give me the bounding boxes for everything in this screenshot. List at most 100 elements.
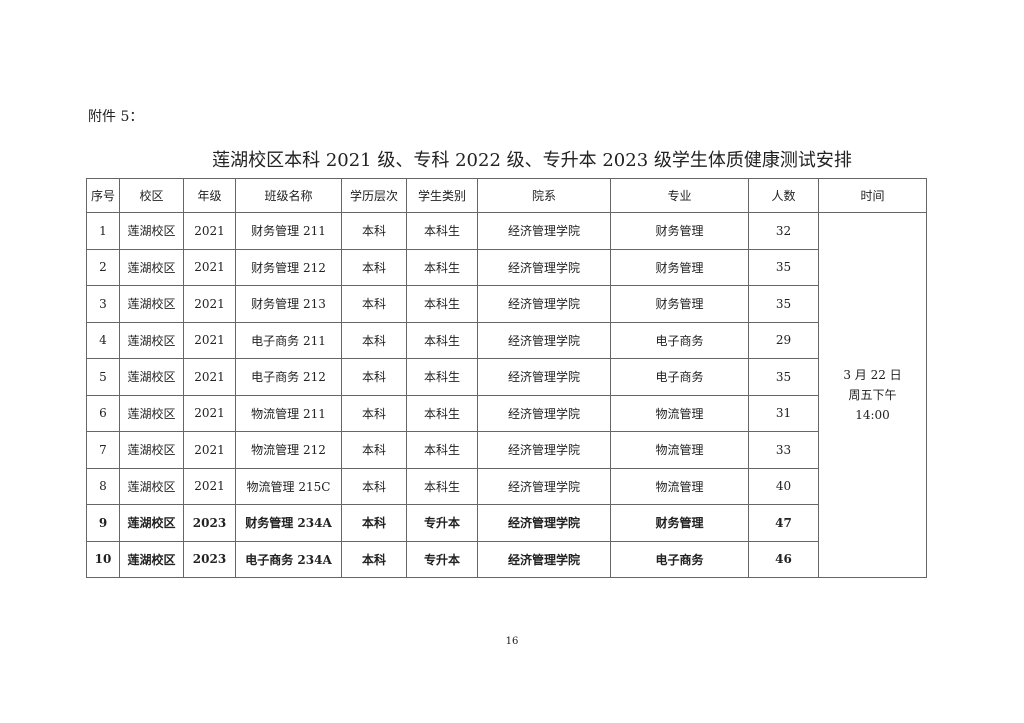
table-cell: 电子商务 (610, 358, 749, 396)
table-cell: 财务管理 (610, 504, 749, 542)
column-header: 班级名称 (235, 178, 342, 213)
table-cell: 2021 (183, 321, 236, 359)
table-cell: 物流管理 215C (235, 467, 342, 505)
table-cell: 29 (748, 321, 819, 359)
table-cell: 2023 (183, 540, 236, 578)
table-cell: 本科 (341, 285, 407, 323)
table-cell: 31 (748, 394, 819, 432)
table-cell: 物流管理 (610, 467, 749, 505)
table-cell: 物流管理 211 (235, 394, 342, 432)
column-header: 学生类别 (406, 178, 478, 213)
table-cell: 3 (86, 285, 120, 323)
table-cell: 本科 (341, 431, 407, 469)
table-cell: 莲湖校区 (119, 394, 184, 432)
table-cell: 财务管理 213 (235, 285, 342, 323)
table-cell: 2021 (183, 431, 236, 469)
table-cell: 莲湖校区 (119, 431, 184, 469)
time-line: 周五下午 (848, 388, 897, 402)
table-cell: 47 (748, 504, 819, 542)
table-cell: 6 (86, 394, 120, 432)
table-cell: 经济管理学院 (477, 358, 611, 396)
table-cell: 本科生 (406, 321, 478, 359)
table-cell: 10 (86, 540, 120, 578)
table-cell: 本科 (341, 467, 407, 505)
table-cell: 物流管理 (610, 394, 749, 432)
table-cell: 本科生 (406, 248, 478, 286)
table-row: 7 莲湖校区 2021 物流管理 212 本科 本科生 经济管理学院 物流管理 33 (86, 431, 927, 469)
table-cell: 莲湖校区 (119, 248, 184, 286)
table-cell: 财务管理 234A (235, 504, 342, 542)
column-header: 人数 (748, 178, 819, 213)
table-cell: 7 (86, 431, 120, 469)
table-cell: 35 (748, 285, 819, 323)
table-cell: 本科生 (406, 285, 478, 323)
table-row: 6 莲湖校区 2021 物流管理 211 本科 本科生 经济管理学院 物流管理 31 (86, 394, 927, 432)
table-cell: 本科 (341, 540, 407, 578)
table-cell: 33 (748, 431, 819, 469)
table-cell: 财务管理 (610, 248, 749, 286)
table-cell: 财务管理 211 (235, 212, 342, 250)
table-cell: 莲湖校区 (119, 540, 184, 578)
column-header: 院系 (477, 178, 611, 213)
table-cell: 本科 (341, 504, 407, 542)
table-cell: 1 (86, 212, 120, 250)
table-cell: 经济管理学院 (477, 431, 611, 469)
table-cell: 2023 (183, 504, 236, 542)
table-cell: 本科生 (406, 358, 478, 396)
document-title: 莲湖校区本科 2021 级、专科 2022 级、专升本 2023 级学生体质健康… (212, 150, 852, 171)
table-header-row: 序号 校区 年级 班级名称 学历层次 学生类别 院系 专业 人数 时间 (86, 178, 927, 213)
table-cell: 莲湖校区 (119, 358, 184, 396)
table-cell: 物流管理 212 (235, 431, 342, 469)
table-row: 5 莲湖校区 2021 电子商务 212 本科 本科生 经济管理学院 电子商务 35 (86, 358, 927, 396)
table-cell: 电子商务 (610, 540, 749, 578)
table-cell: 莲湖校区 (119, 321, 184, 359)
table-cell: 本科 (341, 321, 407, 359)
table-cell: 2021 (183, 467, 236, 505)
table-cell: 财务管理 212 (235, 248, 342, 286)
table-cell: 经济管理学院 (477, 504, 611, 542)
table-cell: 经济管理学院 (477, 321, 611, 359)
table-cell: 本科 (341, 358, 407, 396)
table-cell: 5 (86, 358, 120, 396)
table-cell: 35 (748, 358, 819, 396)
table-cell: 经济管理学院 (477, 540, 611, 578)
table-cell: 莲湖校区 (119, 467, 184, 505)
table-cell: 专升本 (406, 540, 478, 578)
table-cell: 莲湖校区 (119, 212, 184, 250)
column-header: 学历层次 (341, 178, 407, 213)
table-cell: 物流管理 (610, 431, 749, 469)
table-row: 8 莲湖校区 2021 物流管理 215C 本科 本科生 经济管理学院 物流管理 40 (86, 467, 927, 505)
table-cell: 专升本 (406, 504, 478, 542)
table-row: 3 莲湖校区 2021 财务管理 213 本科 本科生 经济管理学院 财务管理 35 (86, 285, 927, 323)
table-cell: 经济管理学院 (477, 467, 611, 505)
time-cell: 3 月 22 日周五下午 14:00 (818, 212, 927, 578)
table-cell: 32 (748, 212, 819, 250)
table-cell: 本科 (341, 212, 407, 250)
table-cell: 2021 (183, 358, 236, 396)
table-cell: 40 (748, 467, 819, 505)
table-cell: 2 (86, 248, 120, 286)
table-cell: 46 (748, 540, 819, 578)
table-cell: 本科生 (406, 431, 478, 469)
table-cell: 2021 (183, 394, 236, 432)
column-header: 年级 (183, 178, 236, 213)
column-header: 序号 (86, 178, 120, 213)
table-row: 10 莲湖校区 2023 电子商务 234A 本科 专升本 经济管理学院 电子商务 46 (86, 540, 927, 578)
table-cell: 2021 (183, 285, 236, 323)
column-header: 校区 (119, 178, 184, 213)
table-row: 4 莲湖校区 2021 电子商务 211 本科 本科生 经济管理学院 电子商务 29 (86, 321, 927, 359)
table-cell: 莲湖校区 (119, 504, 184, 542)
table-cell: 电子商务 (610, 321, 749, 359)
attachment-label: 附件 5： (88, 109, 144, 125)
table-cell: 经济管理学院 (477, 248, 611, 286)
table-cell: 4 (86, 321, 120, 359)
time-line: 3 月 22 日 (843, 368, 902, 382)
table-cell: 经济管理学院 (477, 285, 611, 323)
table-cell: 莲湖校区 (119, 285, 184, 323)
table-cell: 经济管理学院 (477, 212, 611, 250)
table-cell: 财务管理 (610, 212, 749, 250)
table-cell: 2021 (183, 248, 236, 286)
table-cell: 电子商务 234A (235, 540, 342, 578)
table-cell: 电子商务 211 (235, 321, 342, 359)
